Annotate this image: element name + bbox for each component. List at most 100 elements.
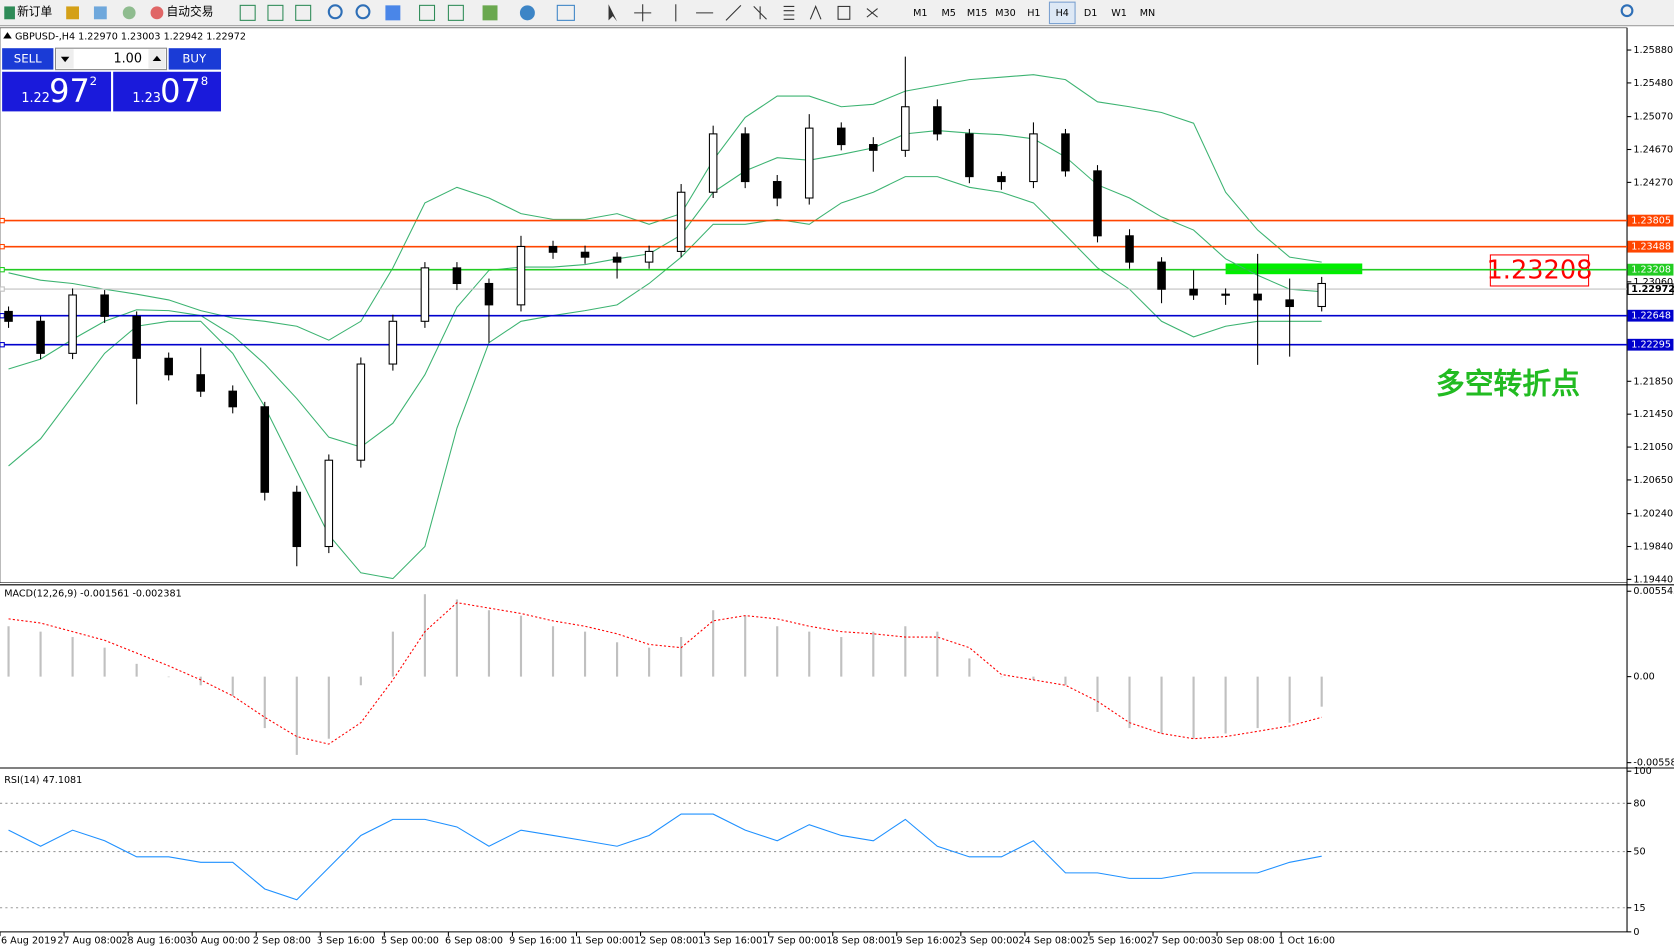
icon[interactable] [267,4,284,21]
time-label: 27 Sep 00:00 [1147,935,1211,946]
candle-body [260,406,270,493]
candle-body [1253,293,1262,301]
periods[interactable] [519,5,535,21]
candle-body [1093,170,1102,237]
icon[interactable] [93,6,107,20]
annotation-price: 1.23208 [1487,255,1593,285]
candle-body [68,294,77,354]
buy-price-box[interactable] [113,71,221,112]
icon[interactable] [122,6,136,20]
timeframe-button[interactable]: W1 [1111,8,1127,19]
bollinger-upper [8,74,1322,341]
price-tick-label: 1.19840 [1633,542,1673,553]
timeframe-button[interactable]: M5 [941,8,955,19]
price-tick-label: 1.25070 [1633,112,1673,123]
highlight-bar [1225,263,1363,275]
annotation-text: 多空转折点 [1436,367,1580,401]
candle-body [420,267,430,322]
new-order-icon[interactable] [4,6,15,20]
fibo-tool[interactable] [783,5,795,20]
price-tick-label: 1.25880 [1633,45,1673,56]
buy-label[interactable]: BUY [182,51,207,65]
toolbar [0,0,1674,26]
price-tick-label: 1.20240 [1633,509,1673,520]
level-label: 1.22295 [1631,340,1671,351]
text-tool[interactable] [809,5,822,20]
sell-button[interactable] [2,48,54,70]
timeframe-button[interactable]: H4 [1056,8,1069,19]
timeframe-button[interactable]: D1 [1084,8,1097,19]
timeframe-button[interactable]: H1 [1027,8,1040,19]
time-label: 19 Sep 16:00 [890,935,954,946]
macd-bar [1064,676,1067,686]
level-label-box [1627,283,1674,295]
channel-tool[interactable] [753,6,767,20]
sell-price-box[interactable] [2,71,112,112]
candle-body [196,374,205,392]
time-label: 18 Sep 08:00 [826,935,890,946]
candle-body [901,106,910,151]
time-label: 23 Sep 00:00 [954,935,1018,946]
candle-body [132,315,141,359]
lot-value[interactable]: 1.00 [113,51,142,66]
icon[interactable] [295,4,312,21]
timeframe-button[interactable]: MN [1140,8,1155,19]
trendline-tool[interactable] [725,4,742,21]
time-label: 5 Sep 00:00 [381,935,439,946]
macd-bar [487,610,491,677]
search[interactable] [1620,4,1634,18]
price-tick-label: 1.24670 [1633,144,1673,155]
timeframe-button[interactable]: M30 [995,8,1015,19]
crosshair-tool[interactable] [634,4,652,22]
collapse-arrow[interactable] [3,32,12,39]
macd-bar [936,631,939,677]
candle-body [869,144,878,151]
zoom-out[interactable] [355,4,371,20]
autotrade-icon[interactable] [150,6,164,20]
level-label: 1.22972 [1631,284,1674,295]
macd-tick-label: 0.005543 [1633,586,1674,597]
time-label: 13 Sep 16:00 [698,935,762,946]
rsi-line [8,813,1322,901]
candle-body [644,250,654,263]
candle-body [1125,235,1134,263]
icon[interactable] [239,4,256,21]
macd-bar [135,663,138,677]
sell-label[interactable]: SELL [14,51,42,65]
indicators[interactable] [482,5,498,21]
macd-bar [648,647,651,677]
price-tick-label: 1.19440 [1633,574,1673,585]
timeframe-active [1048,1,1076,25]
toolbar-icons [4,4,1634,22]
macd-bar [1256,676,1259,729]
lot-up-arrow [152,55,162,62]
label-tool[interactable] [837,5,851,20]
templates[interactable] [556,4,575,21]
arrows-tool[interactable] [866,8,878,18]
cursor-tool[interactable] [608,4,618,22]
level-label-box [1627,240,1674,253]
buy-button[interactable] [168,48,221,70]
level-label-box [1627,338,1674,351]
time-label: 12 Sep 08:00 [634,935,698,946]
icon[interactable] [66,6,80,20]
macd-bar [71,637,74,677]
icon[interactable] [385,5,401,21]
lot-input[interactable] [54,47,168,71]
macd-bar [519,615,523,677]
timeframe-button[interactable]: M1 [913,8,927,19]
icon[interactable] [419,4,436,21]
toolbar-button[interactable]: 自动交易 [167,4,214,18]
candle-body [965,133,974,178]
candle-body [164,357,173,376]
icon[interactable] [447,4,464,21]
timeframe-button[interactable]: M15 [967,8,987,19]
candle-body [1061,133,1070,172]
zoom-in[interactable] [327,4,343,20]
toolbar-button[interactable]: 新订单 [17,4,52,18]
time-label: 2 Sep 08:00 [253,935,311,946]
rsi-tick-label: 80 [1633,798,1645,809]
candle-body [933,106,942,135]
